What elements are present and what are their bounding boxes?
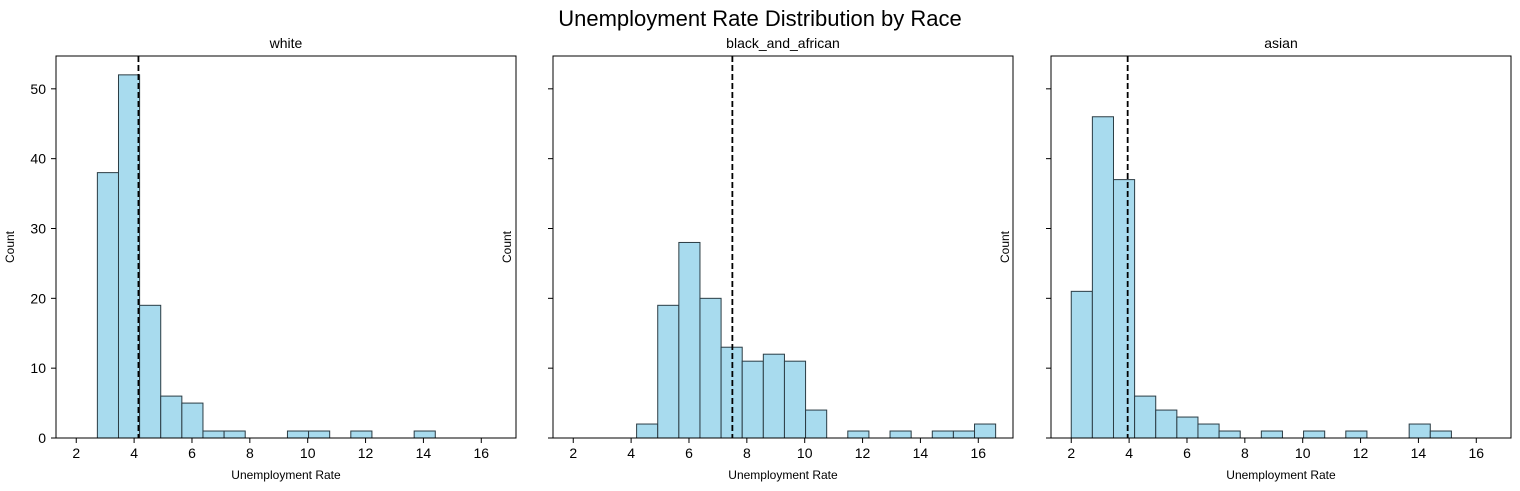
- histogram-bar: [413, 430, 436, 439]
- x-tick-label: 2: [1067, 445, 1075, 461]
- histogram-bar: [308, 430, 331, 439]
- histogram-bar: [1345, 430, 1368, 439]
- histogram-bar: [1429, 430, 1452, 439]
- y-tick-label: 10: [30, 360, 46, 376]
- histogram-bar: [1091, 116, 1114, 439]
- y-tick-label: 20: [30, 290, 46, 306]
- histogram-bar: [974, 423, 997, 439]
- x-tick-label: 10: [300, 445, 316, 461]
- histogram-bar: [160, 395, 183, 439]
- x-tick-label: 10: [797, 445, 813, 461]
- histogram-bar: [1134, 395, 1157, 439]
- x-tick-label: 16: [1468, 445, 1484, 461]
- x-tick-label: 8: [246, 445, 254, 461]
- histogram-bar: [1303, 430, 1326, 439]
- axes-frame: [552, 55, 1014, 439]
- histogram-bar: [1197, 423, 1220, 439]
- histogram-bar: [1155, 409, 1178, 439]
- x-tick-label: 8: [1241, 445, 1249, 461]
- histogram-bar: [952, 430, 976, 439]
- histogram-bar: [202, 430, 225, 439]
- panel-title: white: [269, 35, 303, 51]
- histogram-bar: [1112, 179, 1136, 439]
- x-tick-label: 14: [913, 445, 929, 461]
- x-tick-label: 4: [130, 445, 138, 461]
- x-tick-label: 16: [970, 445, 986, 461]
- histogram-bar: [223, 430, 246, 439]
- x-tick-label: 14: [416, 445, 432, 461]
- histogram-bar: [805, 409, 828, 439]
- histogram-bar: [1176, 416, 1199, 439]
- histogram-bar: [181, 402, 204, 439]
- histogram-bar: [636, 423, 659, 439]
- histogram-bar: [1260, 430, 1283, 439]
- x-tick-label: 12: [358, 445, 374, 461]
- y-axis-label: Count: [3, 230, 17, 263]
- histogram-bar: [1070, 290, 1093, 439]
- axes-frame: [1050, 55, 1512, 439]
- x-tick-label: 6: [1183, 445, 1191, 461]
- x-tick-label: 12: [855, 445, 871, 461]
- panel-title: asian: [1264, 35, 1297, 51]
- y-axis-label: Count: [500, 230, 514, 263]
- figure-title: Unemployment Rate Distribution by Race: [558, 6, 962, 31]
- x-tick-label: 6: [188, 445, 196, 461]
- histogram-bar: [741, 360, 764, 439]
- y-tick-label: 40: [30, 151, 46, 167]
- x-tick-label: 8: [743, 445, 751, 461]
- histogram-bar: [889, 430, 912, 439]
- histogram-bar: [783, 360, 807, 439]
- histogram-bar: [1218, 430, 1241, 439]
- histogram-bar: [286, 430, 310, 439]
- x-axis-label: Unemployment Rate: [1226, 468, 1336, 482]
- axes-frame: [55, 55, 517, 439]
- x-tick-label: 4: [1125, 445, 1133, 461]
- y-tick-label: 30: [30, 220, 46, 236]
- histogram-bar: [139, 304, 162, 439]
- x-axis-label: Unemployment Rate: [728, 468, 838, 482]
- histogram-bar: [96, 172, 119, 439]
- x-tick-label: 4: [627, 445, 635, 461]
- x-axis-label: Unemployment Rate: [231, 468, 341, 482]
- x-tick-label: 14: [1411, 445, 1427, 461]
- y-axis-label: Count: [998, 230, 1012, 263]
- x-tick-label: 2: [72, 445, 80, 461]
- x-tick-label: 10: [1295, 445, 1311, 461]
- x-tick-label: 6: [685, 445, 693, 461]
- histogram-bar: [1408, 423, 1431, 439]
- histogram-bar: [657, 304, 680, 439]
- y-tick-label: 0: [38, 430, 46, 446]
- histogram-bar: [699, 297, 722, 439]
- histogram-bar: [847, 430, 870, 439]
- y-tick-label: 50: [30, 81, 46, 97]
- x-tick-label: 2: [569, 445, 577, 461]
- x-tick-label: 16: [473, 445, 489, 461]
- histogram-bar: [762, 353, 785, 439]
- x-tick-label: 12: [1353, 445, 1369, 461]
- panel-title: black_and_african: [726, 35, 840, 51]
- histogram-bar: [350, 430, 373, 439]
- histogram-bar: [931, 430, 954, 439]
- histogram-bar: [117, 74, 141, 439]
- histogram-bar: [678, 241, 701, 439]
